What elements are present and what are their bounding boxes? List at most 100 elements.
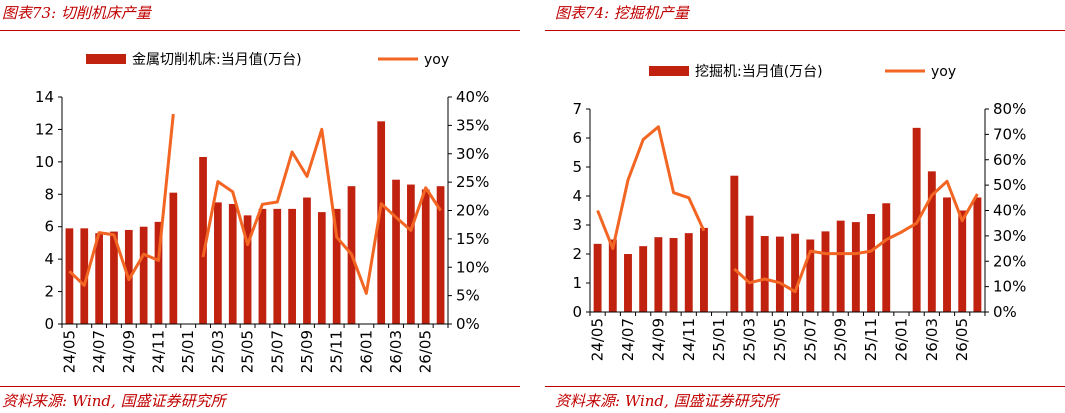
right-yoy-line bbox=[596, 125, 979, 294]
right-x-tick-label: 25/01 bbox=[710, 318, 728, 361]
right-x-tick-label: 24/05 bbox=[589, 318, 607, 361]
left-y-right-tick-label: 35% bbox=[456, 116, 489, 134]
left-bar bbox=[199, 156, 207, 324]
right-y-right-tick-label: 80% bbox=[993, 100, 1026, 118]
left-legend-line-label: yoy bbox=[424, 52, 449, 68]
left-bar bbox=[421, 189, 430, 324]
left-bar bbox=[317, 212, 326, 324]
left-y-right-tick-label: 20% bbox=[456, 202, 489, 220]
left-chart: 金属切削机床:当月值(万台) yoy 0 2 4 6 8 10 12 14 0% 5% 10% 15% 20… bbox=[35, 52, 489, 373]
left-bar bbox=[154, 221, 163, 324]
left-bar bbox=[288, 208, 296, 324]
right-y-right-tick-label: 50% bbox=[993, 176, 1026, 194]
right-y-right-tick-label: 10% bbox=[993, 278, 1026, 296]
left-bar bbox=[243, 215, 252, 324]
right-x-tick-label: 25/05 bbox=[771, 318, 789, 361]
right-y-left-tick-label: 6 bbox=[572, 129, 582, 147]
left-x-tick-label: 24/05 bbox=[60, 330, 78, 373]
right-y-left-tick-label: 3 bbox=[572, 216, 582, 234]
right-bar bbox=[973, 197, 982, 312]
left-x-tick-label: 24/09 bbox=[120, 330, 138, 373]
right-chart: 挖掘机:当月值(万台) yoy012345670%10%20%30%40%50%6… bbox=[572, 64, 1026, 361]
right-bar bbox=[624, 254, 632, 312]
left-legend-bar-swatch bbox=[86, 54, 126, 64]
left-bar bbox=[273, 208, 282, 324]
left-x-tick-label: 24/07 bbox=[90, 330, 108, 373]
left-bar bbox=[258, 208, 267, 324]
left-y-right-tick-label: 40% bbox=[456, 88, 489, 106]
right-bar bbox=[882, 203, 891, 312]
right-y-left-tick-label: 1 bbox=[572, 274, 582, 292]
left-bar bbox=[377, 121, 386, 324]
right-chart-title: 图表74: 挖掘机产量 bbox=[555, 4, 689, 22]
left-y-left-tick-label: 10 bbox=[35, 153, 54, 171]
left-x-tick-label: 26/05 bbox=[417, 330, 435, 373]
left-x-tick-label: 25/03 bbox=[209, 330, 227, 373]
left-bar bbox=[392, 179, 400, 324]
right-x-tick-label: 24/09 bbox=[649, 318, 667, 361]
left-chart-title: 图表73: 切削机床产量 bbox=[2, 4, 151, 22]
right-title-rule bbox=[545, 30, 1065, 31]
right-bar bbox=[943, 197, 951, 312]
right-y-right-tick-label: 60% bbox=[993, 151, 1026, 169]
right-bar bbox=[669, 238, 678, 312]
right-bar bbox=[639, 246, 648, 312]
left-x-tick-label: 26/01 bbox=[357, 330, 375, 373]
right-source: 资料来源: Wind, 国盛证券研究所 bbox=[555, 392, 779, 410]
left-bar bbox=[407, 184, 415, 324]
left-source-rule bbox=[0, 386, 520, 387]
left-source: 资料来源: Wind, 国盛证券研究所 bbox=[2, 392, 226, 410]
left-bar bbox=[332, 208, 341, 324]
right-y-right-tick-label: 0% bbox=[993, 303, 1017, 321]
right-y-left-tick-label: 5 bbox=[572, 158, 582, 176]
right-y-left-tick-label: 0 bbox=[572, 303, 582, 321]
left-y-left-tick-label: 14 bbox=[35, 88, 54, 106]
right-bar bbox=[958, 210, 967, 312]
right-bar bbox=[775, 236, 784, 312]
left-x-tick-label: 25/05 bbox=[239, 330, 257, 373]
left-title-rule bbox=[0, 30, 520, 31]
left-bar bbox=[303, 197, 311, 324]
left-x-tick-label: 25/09 bbox=[298, 330, 316, 373]
left-bar bbox=[139, 226, 148, 324]
right-bar bbox=[608, 239, 617, 312]
right-y-right-tick-label: 20% bbox=[993, 252, 1026, 270]
left-bar bbox=[214, 202, 222, 324]
right-bar bbox=[760, 236, 769, 312]
left-y-right-tick-label: 5% bbox=[456, 287, 480, 305]
left-y-left-tick-label: 8 bbox=[44, 185, 54, 203]
left-y-right-tick-label: 15% bbox=[456, 230, 489, 248]
left-y-right-tick-label: 0% bbox=[456, 315, 480, 333]
right-x-tick-label: 25/07 bbox=[801, 318, 819, 361]
right-bar bbox=[806, 239, 815, 312]
right-bar bbox=[654, 237, 663, 312]
right-legend-bar-label: 挖掘机:当月值(万台) bbox=[695, 64, 823, 80]
right-y-left-tick-label: 7 bbox=[572, 100, 582, 118]
right-x-tick-label: 24/07 bbox=[619, 318, 637, 361]
left-x-tick-label: 25/11 bbox=[328, 330, 346, 373]
left-x-tick-label: 25/01 bbox=[179, 330, 197, 373]
right-x-tick-label: 26/01 bbox=[892, 318, 910, 361]
right-x-tick-label: 25/03 bbox=[741, 318, 759, 361]
right-bar bbox=[699, 227, 708, 312]
left-bar bbox=[228, 204, 237, 324]
right-legend-bar-swatch bbox=[649, 66, 689, 76]
left-y-left-tick-label: 0 bbox=[44, 315, 54, 333]
right-y-left-tick-label: 4 bbox=[572, 187, 582, 205]
left-y-right-tick-label: 10% bbox=[456, 258, 489, 276]
right-bar bbox=[745, 215, 754, 312]
left-bar bbox=[80, 228, 89, 324]
right-x-tick-label: 24/11 bbox=[680, 318, 698, 361]
left-x-tick-label: 26/03 bbox=[387, 330, 405, 373]
right-y-right-tick-label: 70% bbox=[993, 125, 1026, 143]
right-y-right-tick-label: 30% bbox=[993, 227, 1026, 245]
right-x-tick-label: 25/11 bbox=[862, 318, 880, 361]
right-bar bbox=[867, 213, 876, 312]
left-x-tick-label: 24/11 bbox=[150, 330, 168, 373]
left-bar bbox=[110, 231, 118, 324]
left-bar bbox=[95, 233, 103, 324]
right-y-left-tick-label: 2 bbox=[572, 245, 582, 263]
right-bar bbox=[791, 233, 800, 312]
right-legend-line-label: yoy bbox=[931, 64, 956, 80]
right-bar bbox=[912, 127, 921, 312]
